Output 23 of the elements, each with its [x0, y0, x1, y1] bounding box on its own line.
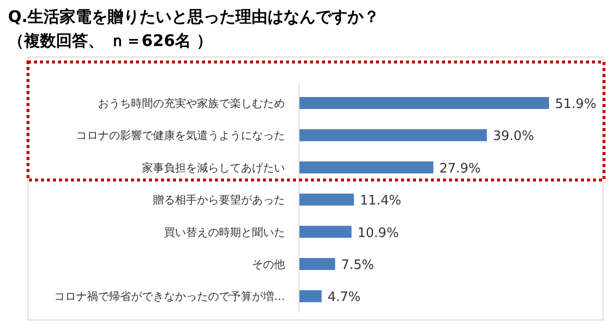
bar — [299, 161, 434, 174]
data-label: 51.9% — [555, 97, 596, 112]
y-tick-label: 買い替えの時期と聞いた — [164, 226, 285, 239]
y-tick-label: コロナの影響で健康を気遣うようになった — [76, 129, 285, 142]
bar — [299, 226, 352, 238]
y-tick-label: おうち時間の充実や家族で楽しむため — [98, 97, 285, 110]
bar — [299, 97, 549, 109]
text: （複数回答、 ｎ＝626名 ） — [8, 31, 213, 50]
bar — [299, 194, 354, 206]
data-label: 7.5% — [341, 258, 374, 273]
data-label: 10.9% — [358, 226, 399, 241]
bar — [299, 258, 336, 270]
data-label: 39.0% — [492, 129, 534, 144]
data-label: 4.7% — [328, 290, 361, 306]
y-tick-label: コロナ禍で帰省ができなかったので予算が増… — [54, 290, 285, 304]
bar — [299, 129, 487, 142]
y-tick-label: 家事負担を減らしてあげたい — [142, 161, 285, 174]
data-label: 11.4% — [360, 194, 402, 209]
y-tick-label: その他 — [252, 258, 285, 271]
bar — [299, 290, 322, 302]
data-label: 27.9% — [439, 161, 481, 176]
y-tick-label: 贈る相手から要望があった — [153, 194, 285, 207]
chart-title: Q.生活家電を贈りたいと思った理由はなんですか？ — [8, 7, 380, 26]
